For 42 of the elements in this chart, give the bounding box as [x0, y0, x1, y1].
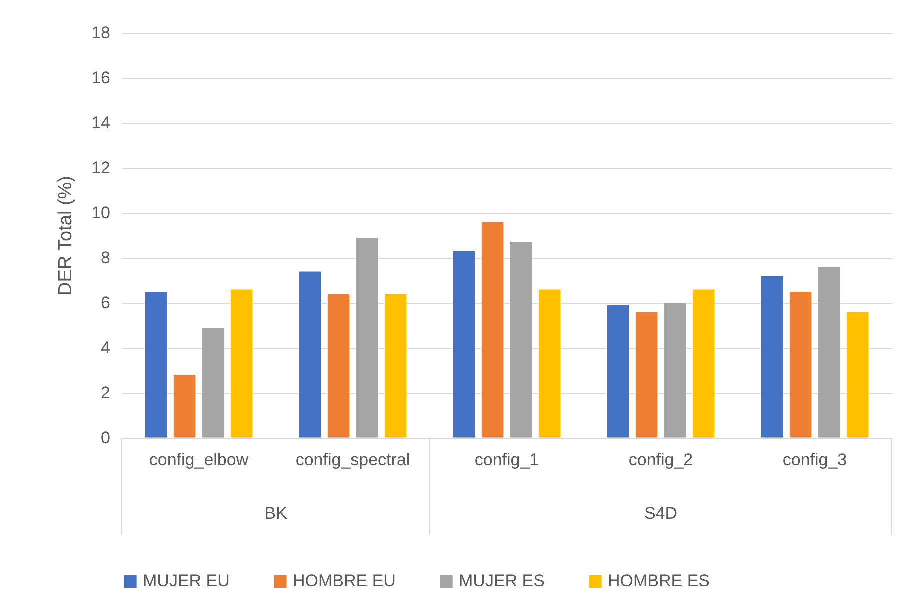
- bar: [384, 294, 408, 438]
- bar: [760, 276, 784, 438]
- y-tick-label: 4: [101, 338, 110, 358]
- bar: [538, 289, 562, 438]
- x-tick-label: config_3: [782, 450, 848, 470]
- y-tick-label: 0: [101, 428, 110, 448]
- legend-label: MUJER ES: [459, 572, 545, 591]
- y-tick-label: 16: [92, 68, 110, 88]
- legend-label: HOMBRE EU: [293, 572, 396, 591]
- y-tick-label: 10: [92, 204, 110, 222]
- bar: [481, 222, 504, 438]
- x-tick-label: config_elbow: [149, 450, 250, 470]
- legend-label: MUJER EU: [143, 572, 230, 591]
- y-tick-label: 18: [92, 24, 110, 42]
- y-tick-label: 8: [101, 248, 110, 268]
- x-tick-label: config_spectral: [296, 450, 410, 470]
- bar: [664, 302, 687, 438]
- x-tick-label: config_2: [628, 450, 694, 470]
- bar: [327, 294, 350, 438]
- x-tick-label: config_1: [474, 450, 540, 470]
- bar: [789, 292, 812, 438]
- bar: [818, 266, 841, 438]
- y-tick-label: 12: [92, 158, 110, 178]
- text: BK: [264, 504, 288, 523]
- bar: [635, 312, 658, 438]
- bar: [173, 374, 196, 438]
- y-axis-title: DER Total (%): [56, 176, 77, 296]
- bar: [144, 292, 168, 438]
- y-tick-label: 6: [101, 294, 110, 312]
- bar: [510, 242, 533, 438]
- text: S4D: [644, 504, 678, 523]
- bar: [452, 251, 476, 438]
- bar: [692, 289, 716, 438]
- y-tick-label: 14: [92, 114, 110, 132]
- bar: [202, 328, 225, 438]
- bar: [606, 305, 630, 438]
- y-tick-label: 2: [101, 384, 110, 402]
- bar: [846, 312, 870, 438]
- bar: [230, 289, 254, 438]
- bar: [298, 271, 322, 438]
- bar: [356, 238, 379, 438]
- legend-label: HOMBRE ES: [608, 572, 710, 591]
